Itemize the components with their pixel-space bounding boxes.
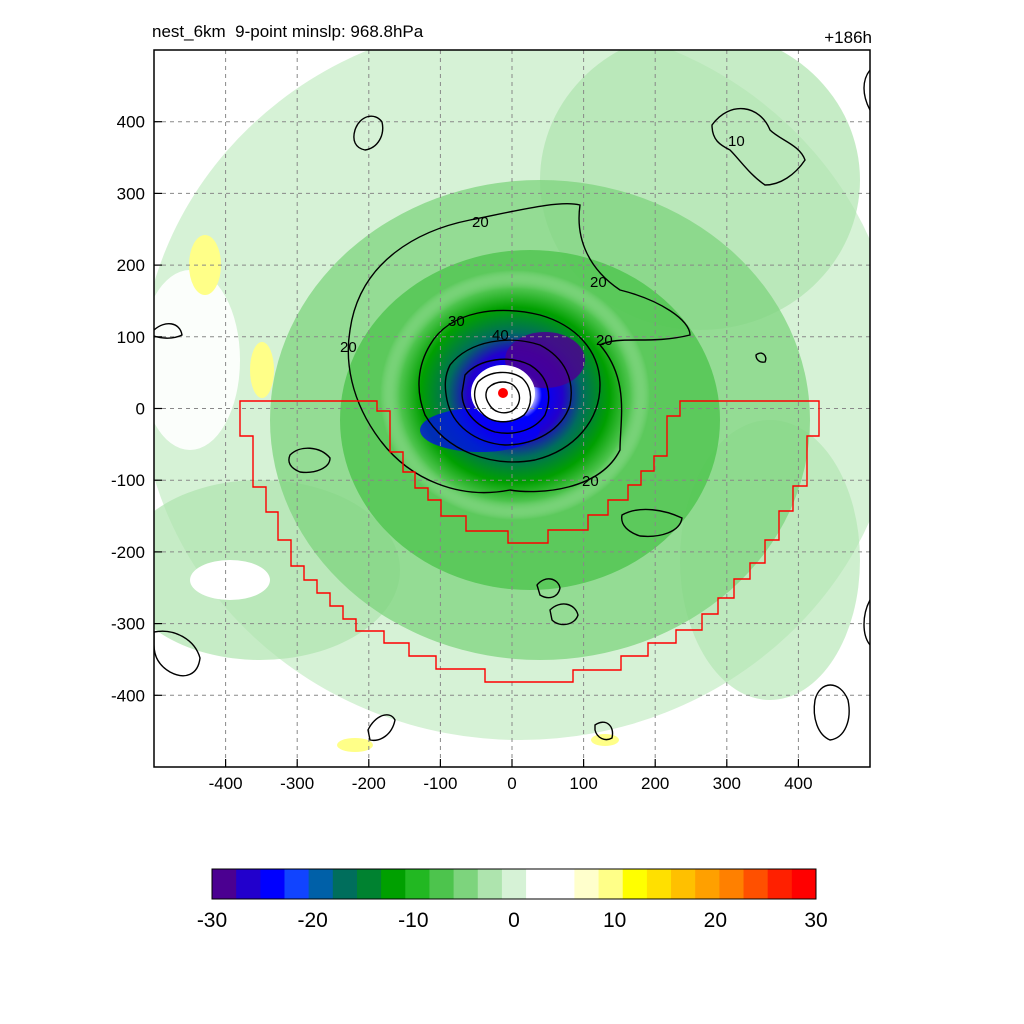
x-tick-label: -200 bbox=[352, 774, 386, 793]
contour-70 bbox=[485, 381, 521, 414]
colorbar-swatch bbox=[719, 869, 745, 899]
y-tick-label: -300 bbox=[111, 615, 145, 634]
contour-label: 10 bbox=[728, 133, 745, 150]
x-tick-label: -400 bbox=[209, 774, 243, 793]
contour-labels: 20 20 20 20 30 40 10 20 bbox=[340, 133, 745, 490]
contour-s3 bbox=[367, 714, 396, 742]
field-white-sw bbox=[190, 560, 270, 600]
x-tick-label: 200 bbox=[641, 774, 669, 793]
contour-s4 bbox=[594, 721, 614, 741]
contour-30 bbox=[418, 309, 601, 463]
field-yellow-w bbox=[250, 342, 274, 398]
y-tick-label: 400 bbox=[117, 113, 145, 132]
field-white-w bbox=[154, 270, 240, 450]
colorbar-swatch bbox=[574, 869, 600, 899]
contour-s1 bbox=[536, 578, 561, 599]
colorbar-swatch bbox=[767, 869, 793, 899]
colorbar-swatch bbox=[308, 869, 334, 899]
colorbar-swatch bbox=[356, 869, 382, 899]
contour-40 bbox=[444, 339, 572, 446]
x-tick-label: 400 bbox=[784, 774, 812, 793]
y-tick-label: 100 bbox=[117, 328, 145, 347]
x-axis: -400 -300 -200 -100 0 100 200 300 400 bbox=[209, 759, 813, 793]
contour-label: 20 bbox=[596, 332, 613, 349]
colorbar-label: 0 bbox=[508, 909, 520, 932]
contour-se bbox=[813, 684, 850, 741]
contour-label: 20 bbox=[472, 214, 489, 231]
contour-w-edge bbox=[154, 323, 183, 339]
contour-60 bbox=[473, 371, 532, 423]
colorbar-frame bbox=[211, 868, 817, 900]
y-axis: 400 300 200 100 0 -100 -200 -300 -400 bbox=[111, 113, 162, 705]
storm-center-marker bbox=[498, 388, 508, 398]
colorbar-swatch bbox=[526, 869, 551, 899]
colorbar-swatch bbox=[332, 869, 358, 899]
colorbar-swatch bbox=[381, 869, 406, 899]
colorbar-label: 10 bbox=[603, 909, 626, 932]
colorbar-swatch bbox=[598, 869, 624, 899]
contour-label: 30 bbox=[448, 313, 465, 330]
contour-ne-10 bbox=[711, 108, 806, 186]
colorbar-label: -30 bbox=[197, 909, 227, 932]
colorbar-label: 30 bbox=[804, 909, 827, 932]
colorbar-swatch bbox=[405, 869, 430, 899]
x-tick-label: 300 bbox=[713, 774, 741, 793]
contours bbox=[154, 69, 870, 742]
colorbar-swatch bbox=[236, 869, 261, 899]
colorbar-swatch bbox=[622, 869, 648, 899]
colorbar-swatch bbox=[429, 869, 455, 899]
colorbar-swatch bbox=[284, 869, 310, 899]
colorbar-swatch bbox=[695, 869, 720, 899]
contour-ne-edge bbox=[863, 69, 870, 111]
contour-w-small bbox=[288, 447, 331, 474]
colorbar-swatch bbox=[671, 869, 696, 899]
colorbar-label: 20 bbox=[704, 909, 727, 932]
y-tick-label: 200 bbox=[117, 256, 145, 275]
y-tick-label: 300 bbox=[117, 184, 145, 203]
contour-label: 20 bbox=[340, 339, 357, 356]
contour-e-edge bbox=[863, 599, 870, 646]
title-right: +186h bbox=[824, 28, 872, 47]
colorbar-label: -10 bbox=[398, 909, 428, 932]
contour-50 bbox=[461, 358, 550, 434]
field-yellow-s bbox=[337, 738, 373, 752]
colorbar-swatch bbox=[260, 869, 285, 899]
colorbar-swatch bbox=[477, 869, 503, 899]
contour-nw-small bbox=[353, 115, 384, 151]
colorbar-swatch bbox=[646, 869, 672, 899]
y-tick-label: 0 bbox=[136, 400, 145, 419]
fill-field bbox=[154, 50, 870, 767]
x-tick-label: -300 bbox=[280, 774, 314, 793]
colorbar: -30 -20 -10 0 10 20 30 bbox=[197, 868, 828, 932]
colorbar-swatch bbox=[550, 869, 575, 899]
contour-se2 bbox=[621, 508, 683, 538]
boundary-polygon bbox=[239, 400, 820, 683]
colorbar-swatch bbox=[743, 869, 769, 899]
y-tick-label: -200 bbox=[111, 543, 145, 562]
y-tick-label: -100 bbox=[111, 471, 145, 490]
colorbar-swatch bbox=[453, 869, 479, 899]
contour-sw bbox=[154, 630, 201, 677]
colorbar-swatch bbox=[791, 869, 817, 899]
contour-label: 40 bbox=[492, 327, 509, 344]
title-left: nest_6km 9-point minslp: 968.8hPa bbox=[152, 22, 424, 41]
colorbar-swatch bbox=[501, 869, 527, 899]
x-tick-label: 100 bbox=[569, 774, 597, 793]
contour-label: 20 bbox=[590, 274, 607, 291]
contour-s2 bbox=[549, 603, 579, 626]
contour-20 bbox=[347, 202, 691, 494]
colorbar-label: -20 bbox=[297, 909, 327, 932]
x-tick-label: -100 bbox=[423, 774, 457, 793]
x-tick-label: 0 bbox=[507, 774, 516, 793]
contour-e bbox=[755, 352, 767, 363]
contour-label: 20 bbox=[582, 473, 599, 490]
y-tick-label: -400 bbox=[111, 686, 145, 705]
colorbar-swatch bbox=[212, 869, 237, 899]
